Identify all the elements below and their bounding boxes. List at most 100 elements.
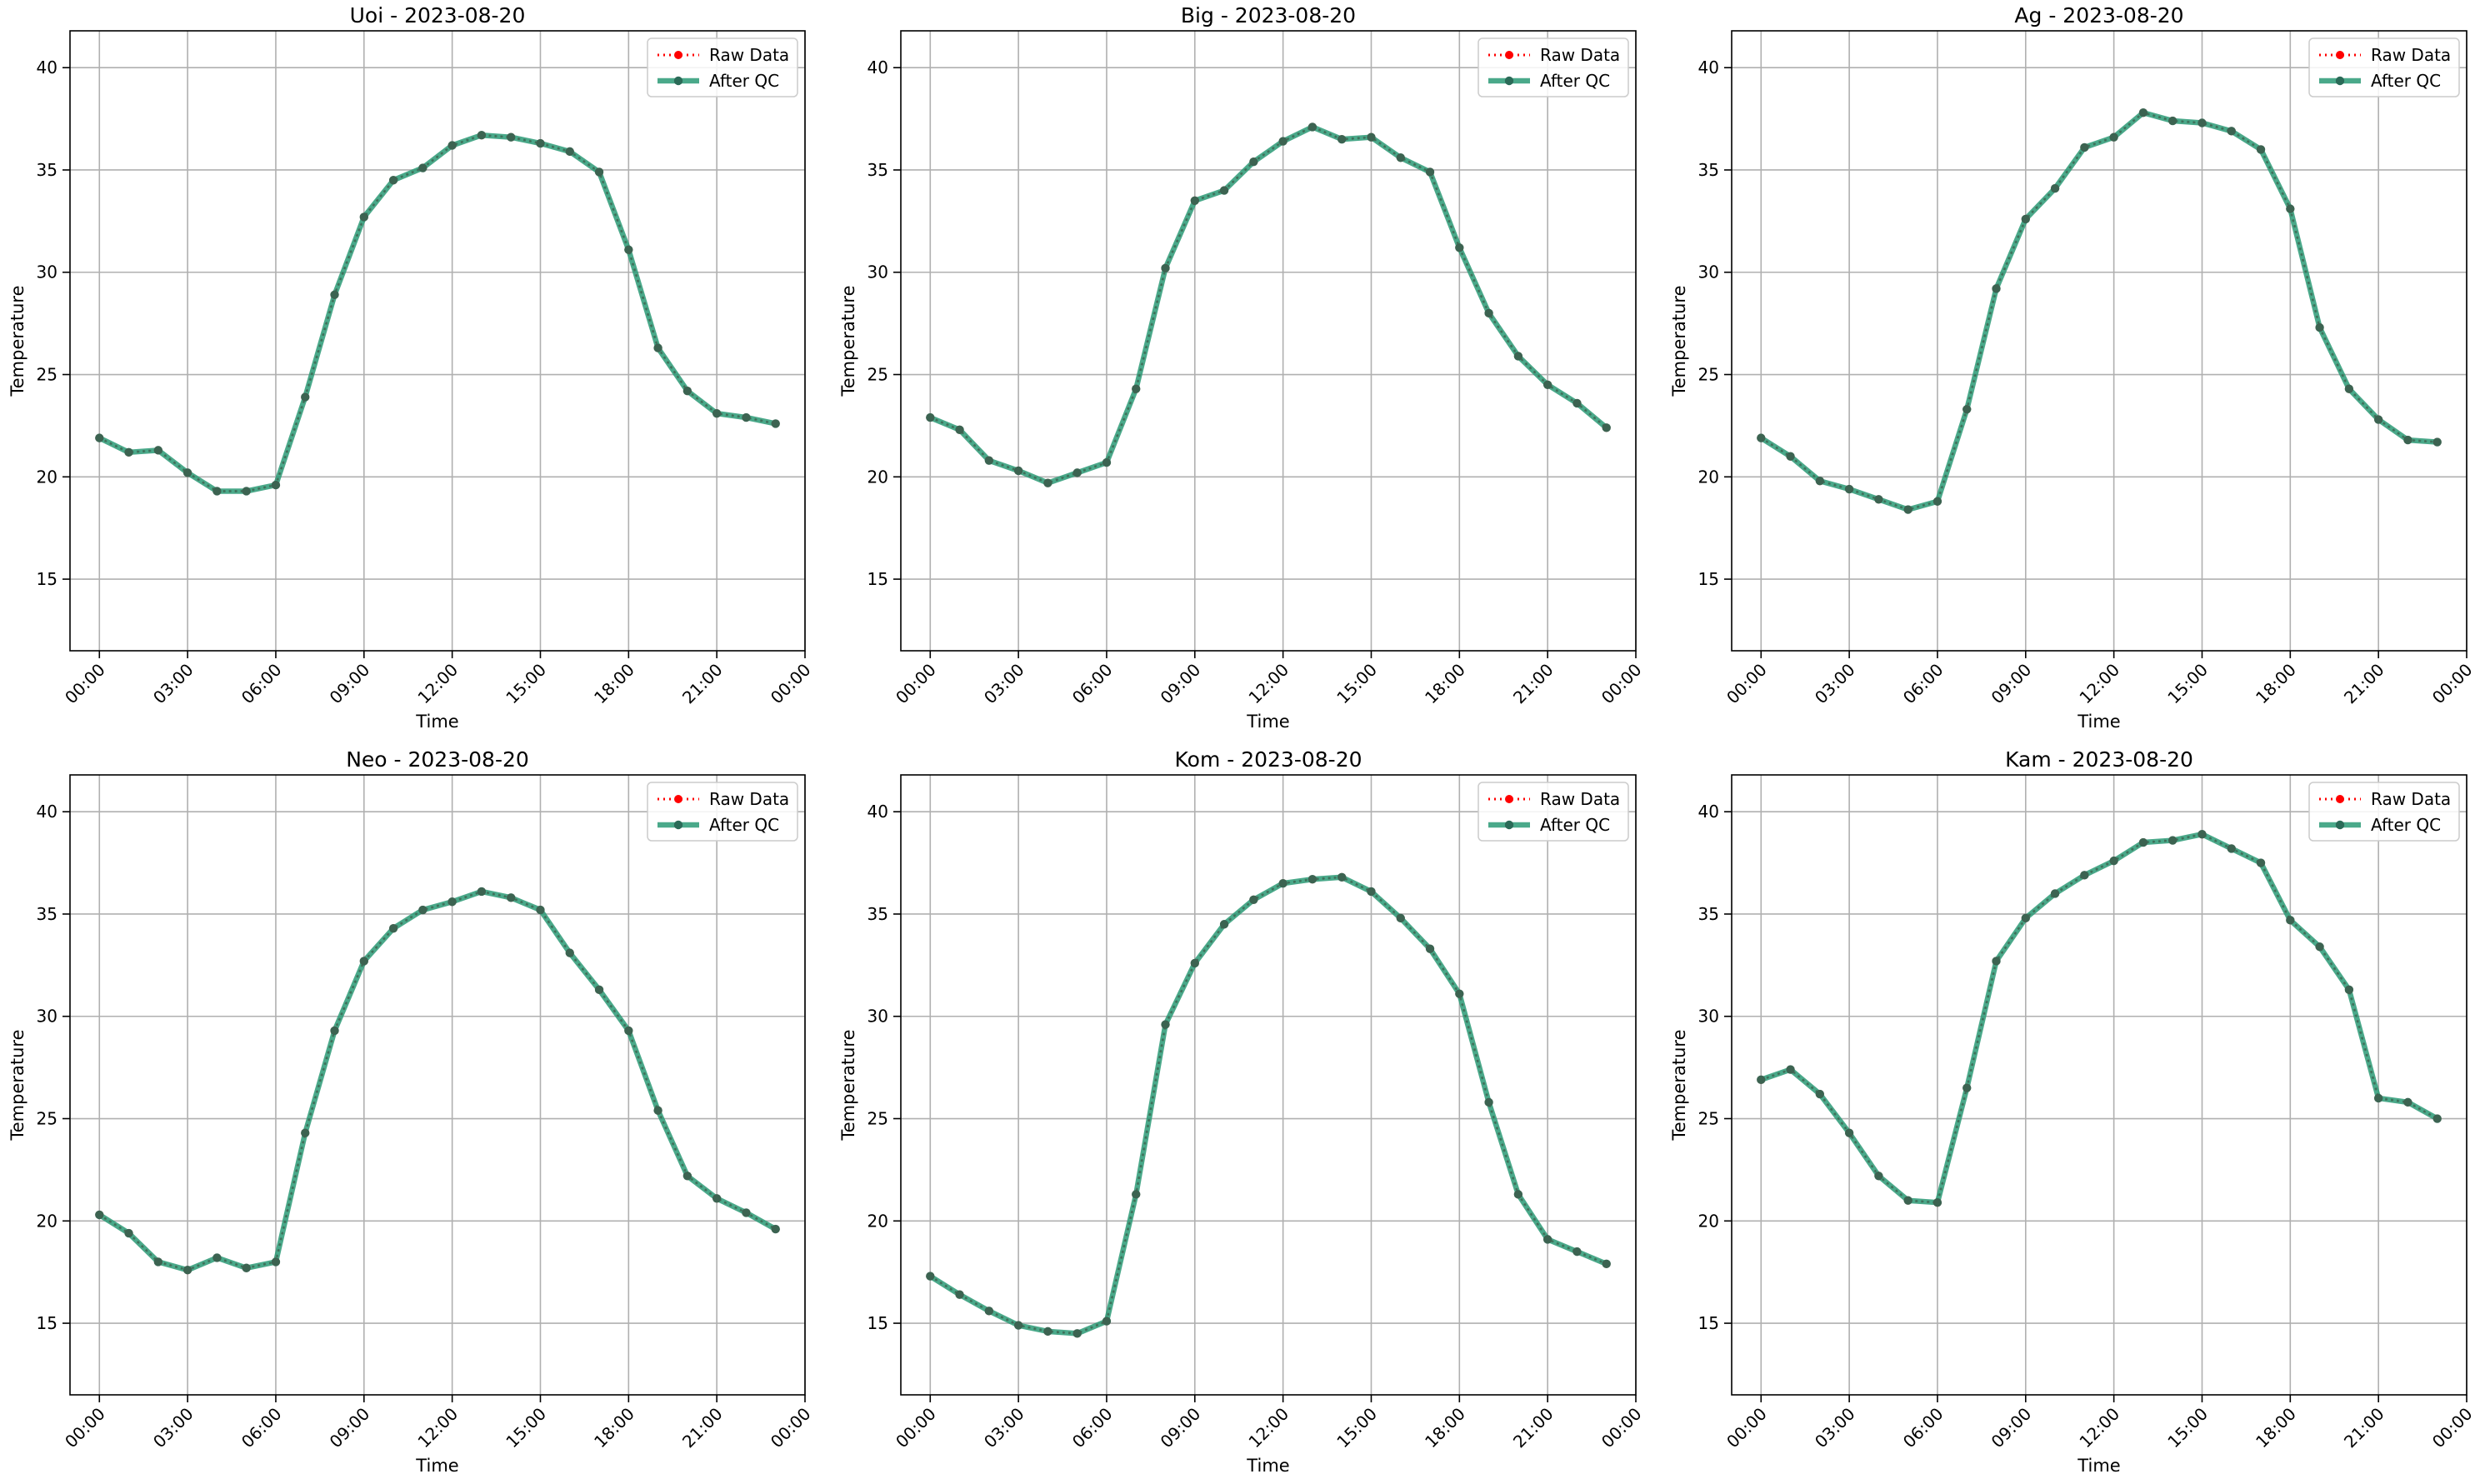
y-tick-label: 40	[37, 57, 58, 77]
series-line-qc	[97, 132, 778, 494]
chart-title: Ag - 2023-08-20	[2014, 3, 2183, 27]
data-point-qc	[124, 1228, 133, 1238]
x-tick-label: 03:00	[1811, 660, 1859, 708]
legend-label-qc: After QC	[2371, 815, 2441, 835]
data-point-qc	[1757, 433, 1766, 442]
series-line-overlap	[1760, 112, 2438, 511]
data-point-qc	[653, 343, 662, 352]
x-tick-label: 15:00	[2163, 1404, 2212, 1452]
axes-frame	[1731, 30, 2468, 652]
data-point-qc	[271, 1257, 281, 1267]
y-tick-label: 25	[1698, 365, 1719, 385]
data-point-qc	[2286, 204, 2295, 213]
data-point-qc	[742, 412, 751, 422]
y-tick-label: 15	[37, 1313, 58, 1333]
data-point-qc	[1992, 284, 2001, 293]
data-point-qc	[1013, 1321, 1023, 1330]
series-line-qc	[928, 124, 1609, 486]
data-point-qc	[955, 1290, 964, 1299]
data-point-qc	[955, 425, 964, 435]
chart-panel: 00:00 03:00 06:00 09:00 12:00 15:00 18:00 21:00…	[1669, 747, 2477, 1476]
data-point-qc	[2373, 415, 2383, 424]
y-tick-label: 35	[868, 160, 888, 180]
data-point-qc	[2315, 322, 2324, 332]
axes-frame	[1731, 774, 2468, 1396]
y-tick-label: 30	[1698, 262, 1719, 282]
data-point-qc	[1484, 1097, 1493, 1107]
series-line-qc	[97, 888, 778, 1273]
data-point-qc	[1844, 1128, 1854, 1137]
x-tick-label: 12:00	[1244, 1404, 1292, 1452]
chart-panel: 00:00 03:00 06:00 09:00 12:00 15:00 18:00 21:00…	[8, 3, 815, 732]
data-point-qc	[242, 1263, 251, 1272]
x-tick-label: 00:00	[1722, 1404, 1771, 1452]
axes-frame	[900, 774, 1637, 1396]
x-axis-label: Time	[1246, 1456, 1289, 1476]
x-tick-label: 00:00	[61, 660, 109, 708]
legend-label-qc: After QC	[709, 815, 779, 835]
data-point-qc	[984, 1307, 994, 1316]
x-tick-label: 15:00	[502, 660, 550, 708]
data-point-qc	[2050, 183, 2060, 193]
y-tick-label: 35	[37, 160, 58, 180]
y-tick-label: 30	[868, 1007, 888, 1027]
data-point-qc	[388, 176, 398, 185]
data-point-qc	[1132, 1190, 1141, 1199]
data-point-qc	[1102, 1317, 1112, 1326]
data-point-qc	[1874, 1172, 1883, 1181]
data-point-qc	[984, 456, 994, 465]
y-tick-label: 35	[1698, 160, 1719, 180]
y-tick-label: 35	[37, 904, 58, 924]
data-point-qc	[1757, 1075, 1766, 1085]
axes-frame	[900, 30, 1637, 652]
data-point-qc	[2256, 145, 2266, 154]
series-line-overlap	[98, 890, 777, 1272]
data-point-qc	[771, 419, 780, 428]
data-point-qc	[1190, 958, 1200, 968]
data-point-qc	[1278, 137, 1288, 146]
chart-panel: 00:00 03:00 06:00 09:00 12:00 15:00 18:00 21:00…	[8, 747, 815, 1476]
data-point-qc	[2168, 836, 2178, 845]
x-tick-label: 09:00	[326, 1404, 374, 1452]
x-tick-label: 09:00	[1157, 660, 1205, 708]
data-point-qc	[359, 957, 368, 966]
y-tick-label: 25	[1698, 1109, 1719, 1129]
series-line-overlap	[98, 134, 776, 492]
legend-swatch-raw-marker	[674, 795, 682, 803]
x-axis-label: Time	[2077, 1456, 2120, 1476]
y-tick-label: 20	[1698, 467, 1719, 487]
y-tick-label: 15	[37, 569, 58, 589]
x-tick-label: 21:00	[2340, 1404, 2388, 1452]
chart-panel: 00:00 03:00 06:00 09:00 12:00 15:00 18:00 21:00…	[1669, 3, 2477, 732]
data-point-qc	[330, 290, 339, 299]
data-point-qc	[2109, 132, 2118, 142]
data-point-qc	[1190, 196, 1200, 206]
x-tick-label: 09:00	[1988, 1404, 2036, 1452]
data-point-qc	[242, 487, 251, 496]
data-point-qc	[536, 138, 545, 148]
x-tick-label: 18:00	[590, 1404, 638, 1452]
x-tick-label: 03:00	[149, 660, 198, 708]
y-axis-label: Temperature	[838, 1029, 858, 1141]
data-point-qc	[1786, 1065, 1795, 1074]
legend-swatch-qc-marker	[1504, 76, 1514, 86]
x-tick-label: 09:00	[1157, 1404, 1205, 1452]
data-point-qc	[507, 893, 516, 902]
data-point-qc	[301, 1128, 310, 1137]
data-point-qc	[2227, 844, 2236, 853]
legend-label-raw: Raw Data	[709, 45, 789, 65]
x-tick-label: 18:00	[1421, 660, 1469, 708]
data-point-qc	[2344, 985, 2354, 995]
y-tick-label: 15	[1698, 569, 1719, 589]
data-point-qc	[1278, 878, 1288, 888]
x-tick-label: 00:00	[61, 1404, 109, 1452]
legend-label-qc: After QC	[709, 71, 779, 91]
series-line-qc	[1758, 831, 2440, 1206]
legend-label-qc: After QC	[1540, 71, 1610, 91]
data-point-qc	[2403, 435, 2412, 445]
y-tick-label: 25	[37, 365, 58, 385]
data-point-qc	[153, 1257, 163, 1267]
legend-label-qc: After QC	[1540, 815, 1610, 835]
data-point-qc	[2198, 830, 2207, 839]
x-tick-label: 09:00	[326, 660, 374, 708]
